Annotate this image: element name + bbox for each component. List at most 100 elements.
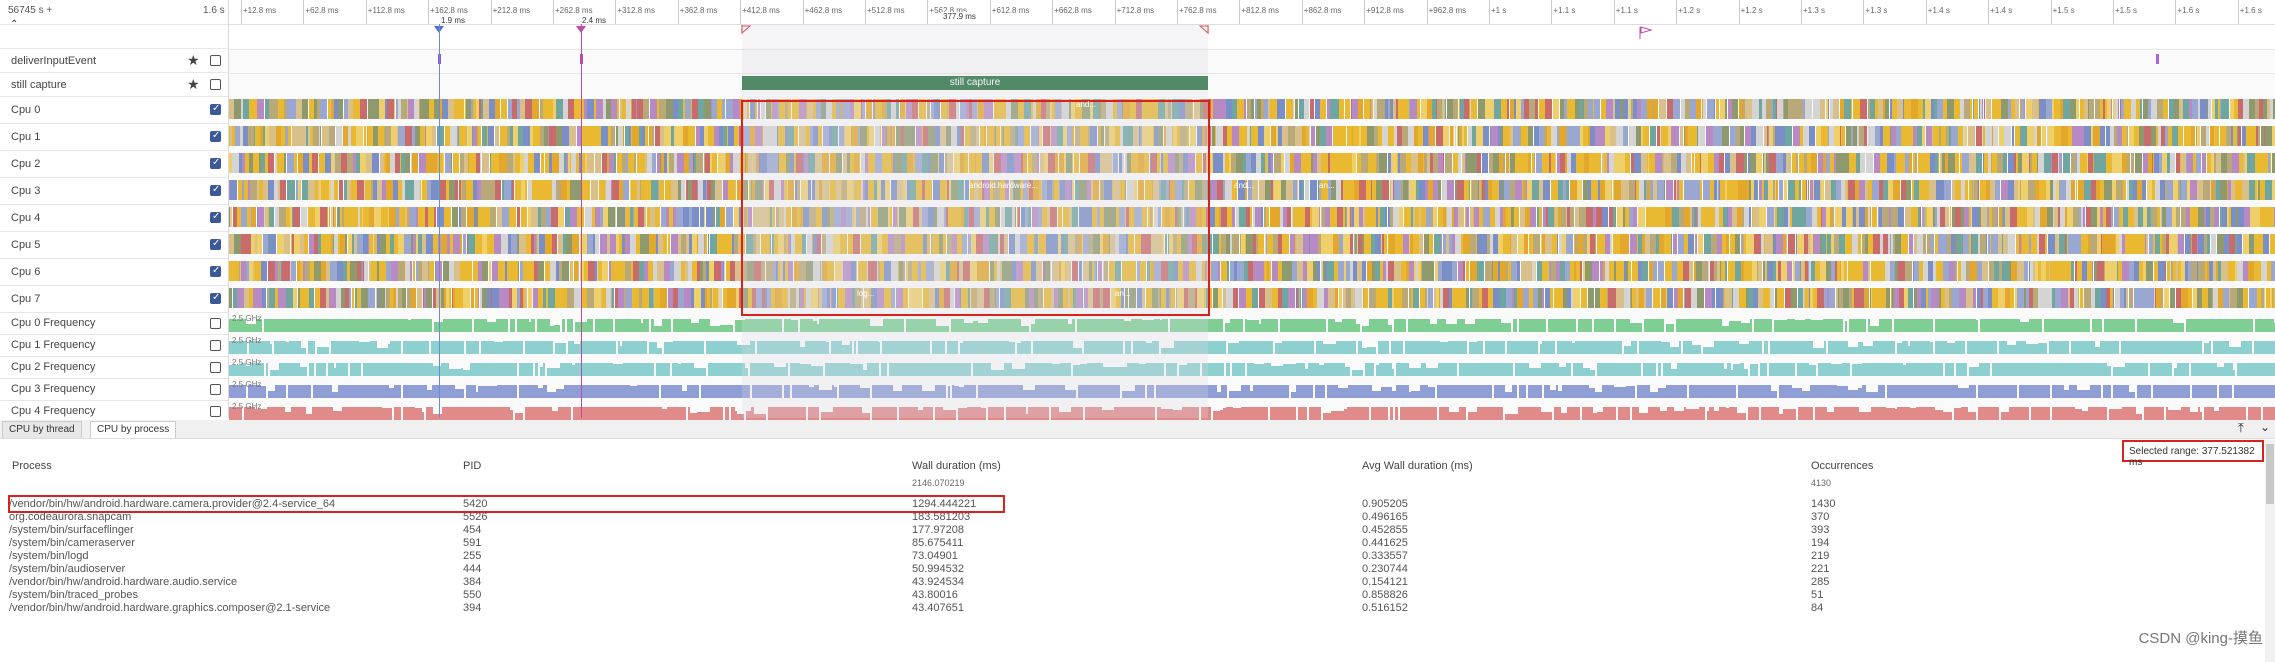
cell-occ: 219 [1811, 550, 1830, 562]
cell-process: /system/bin/logd [9, 550, 89, 562]
cell-avg: 0.441625 [1362, 537, 1408, 549]
track-label: Cpu 0 Frequency [11, 317, 96, 329]
frequency-track-row[interactable]: 2.5 GHz [229, 401, 2275, 422]
collapse-all-icon[interactable]: ⌃ [10, 19, 19, 30]
track-checkbox[interactable] [210, 55, 221, 66]
track-checkbox[interactable] [210, 238, 221, 250]
ruler-tick-label: +1.4 s [1927, 6, 1950, 15]
cell-process: /system/bin/audioserver [9, 563, 126, 575]
track-cpu-5[interactable]: Cpu 5 [0, 232, 228, 259]
table-scrollbar[interactable] [2265, 440, 2275, 662]
header-wall-duration[interactable]: Wall duration (ms) [912, 460, 1001, 472]
chevron-down-icon[interactable]: ⌄ [2260, 420, 2271, 434]
track-checkbox[interactable] [210, 130, 221, 142]
ruler-tick-line [2050, 0, 2052, 24]
ruler-tick-label: +1 s [1491, 6, 1507, 15]
track-cpu-frequency-0[interactable]: Cpu 0 Frequency [0, 313, 228, 335]
tab-cpu-by-process[interactable]: CPU by process [90, 421, 177, 438]
cpu-track-row[interactable] [229, 99, 2275, 121]
ruler-tick-label: +1.3 s [1803, 6, 1826, 15]
cpu-tracks[interactable]: android.hardware... log... and... and... an.… [229, 96, 2275, 312]
track-cpu-6[interactable]: Cpu 6 [0, 259, 228, 286]
ruler-tick-line [1052, 0, 1054, 24]
pin-up-icon[interactable]: ⤒ [2238, 420, 2244, 435]
still-capture-track[interactable]: still capture [229, 73, 2275, 97]
cell-pid: 384 [463, 576, 482, 588]
cpu-track-row[interactable] [229, 234, 2275, 256]
track-cpu-2[interactable]: Cpu 2 [0, 151, 228, 178]
cpu-track-row[interactable] [229, 180, 2275, 202]
ruler-tick-label: +1.1 s [1553, 6, 1576, 15]
time-ruler[interactable]: +12.8 ms +62.8 ms +112.8 ms +162.8 ms +212.8… [229, 0, 2275, 25]
track-cpu-0[interactable]: Cpu 0 [0, 97, 228, 124]
track-checkbox[interactable] [210, 406, 221, 417]
pin-star-icon[interactable]: ★ [187, 52, 200, 68]
ruler-tick-line [1925, 0, 1927, 24]
cell-wall: 43.80016 [912, 589, 958, 601]
track-deliver-input-event[interactable]: deliverInputEvent ★ [0, 49, 228, 73]
track-checkbox[interactable] [210, 79, 221, 90]
unused-row [0, 25, 228, 49]
frequency-track-row[interactable]: 2.5 GHz [229, 379, 2275, 400]
cell-avg: 0.333557 [1362, 550, 1408, 562]
ruler-tick-line [677, 0, 679, 24]
track-cpu-4[interactable]: Cpu 4 [0, 205, 228, 232]
ruler-tick-line [490, 0, 492, 24]
track-checkbox[interactable] [210, 362, 221, 373]
marker-row[interactable]: 1.9 ms 2.4 ms 377.9 ms [229, 12, 2275, 48]
track-checkbox[interactable] [210, 340, 221, 351]
track-label: Cpu 7 [11, 293, 41, 305]
header-avg-wall-duration[interactable]: Avg Wall duration (ms) [1362, 460, 1473, 472]
cell-avg: 0.516152 [1362, 602, 1408, 614]
tab-cpu-by-thread[interactable]: CPU by thread [2, 421, 82, 438]
track-checkbox[interactable] [210, 384, 221, 395]
track-label: Cpu 0 [11, 104, 41, 116]
track-checkbox[interactable] [210, 211, 221, 223]
ruler-tick-label: +1.6 s [2239, 6, 2262, 15]
timeline-canvas[interactable]: +12.8 ms +62.8 ms +112.8 ms +162.8 ms +212.8… [229, 0, 2275, 420]
track-still-capture[interactable]: still capture ★ [0, 73, 228, 97]
frequency-track-row[interactable]: 2.5 GHz [229, 313, 2275, 334]
zoom-label: 1.6 s [203, 5, 225, 16]
cell-avg: 0.858826 [1362, 589, 1408, 601]
ruler-tick-line [1676, 0, 1678, 24]
header-pid[interactable]: PID [463, 460, 482, 472]
frequency-track-row[interactable]: 2.5 GHz [229, 357, 2275, 378]
track-label: Cpu 1 Frequency [11, 339, 96, 351]
cpu-frequency-tracks[interactable]: 2.5 GHz 2.5 GHz 2.5 GHz 2.5 GHz 2.5 GHz [229, 313, 2275, 420]
track-checkbox[interactable] [210, 157, 221, 169]
ruler-tick-label: +562.8 ms [929, 6, 967, 15]
ruler-tick-label: +1.2 s [1740, 6, 1763, 15]
flag-icon [1640, 26, 1653, 34]
track-checkbox[interactable] [210, 103, 221, 115]
track-cpu-1[interactable]: Cpu 1 [0, 124, 228, 151]
deliver-input-track[interactable] [229, 49, 2275, 73]
header-occurrences[interactable]: Occurrences [1811, 460, 1874, 472]
ruler-tick-line [1863, 0, 1865, 24]
track-checkbox[interactable] [210, 318, 221, 329]
cpu-track-row[interactable] [229, 261, 2275, 283]
track-checkbox[interactable] [210, 265, 221, 277]
frequency-track-row[interactable]: 2.5 GHz [229, 335, 2275, 356]
selection-overlay[interactable] [742, 24, 1208, 418]
cell-process: org.codeaurora.snapcam [9, 511, 132, 523]
event-slice[interactable] [2156, 54, 2159, 64]
track-checkbox[interactable] [210, 292, 221, 304]
pin-star-icon[interactable]: ★ [187, 76, 200, 92]
still-capture-slice[interactable]: still capture [742, 76, 1208, 90]
cpu-track-row[interactable] [229, 288, 2275, 310]
cpu-track-row[interactable] [229, 126, 2275, 148]
ruler-tick-label: +1.5 s [2052, 6, 2075, 15]
cpu-track-row[interactable] [229, 207, 2275, 229]
track-cpu-frequency-2[interactable]: Cpu 2 Frequency [0, 357, 228, 379]
track-cpu-3[interactable]: Cpu 3 [0, 178, 228, 205]
track-cpu-7[interactable]: Cpu 7 [0, 286, 228, 313]
ruler-tick-label: +762.8 ms [1179, 6, 1217, 15]
track-checkbox[interactable] [210, 184, 221, 196]
ruler-tick-line [615, 0, 617, 24]
cpu-track-row[interactable] [229, 153, 2275, 175]
track-cpu-frequency-1[interactable]: Cpu 1 Frequency [0, 335, 228, 357]
track-cpu-frequency-3[interactable]: Cpu 3 Frequency [0, 379, 228, 401]
ruler-tick-label: +812.8 ms [1241, 6, 1279, 15]
header-process[interactable]: Process [12, 460, 52, 472]
